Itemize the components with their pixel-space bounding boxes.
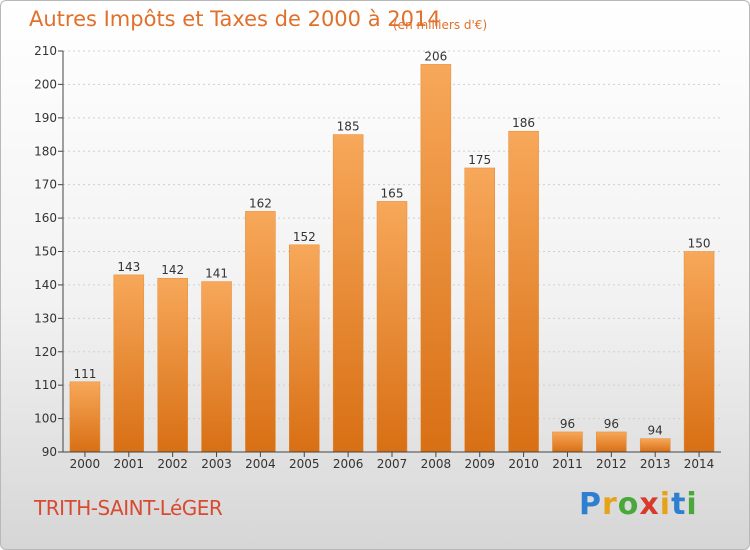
x-tick-label: 2012	[596, 457, 627, 471]
bar	[289, 244, 320, 453]
bar	[683, 251, 715, 453]
data-label: 165	[381, 186, 404, 200]
data-label: 96	[604, 417, 619, 431]
x-tick-label: 2010	[508, 457, 539, 471]
x-tick-label: 2000	[70, 457, 101, 471]
x-tick-label: 2004	[245, 457, 276, 471]
logo-letter: x	[639, 487, 660, 522]
bar	[113, 274, 145, 453]
x-tick-label: 2006	[333, 457, 364, 471]
bar	[245, 211, 276, 453]
x-tick-label: 2007	[377, 457, 408, 471]
bar	[332, 134, 364, 453]
logo-letter: P	[579, 487, 602, 522]
logo-letter: t	[671, 487, 687, 522]
logo-letter: o	[617, 487, 640, 522]
data-label: 143	[117, 260, 140, 274]
y-tick-label: 180	[34, 144, 57, 158]
y-tick-label: 130	[34, 311, 57, 325]
bar	[376, 201, 408, 453]
bar	[552, 431, 583, 453]
x-tick-label: 2014	[684, 457, 715, 471]
bar	[596, 431, 627, 453]
data-label: 186	[512, 116, 535, 130]
bar	[157, 277, 188, 453]
data-label: 175	[468, 153, 491, 167]
bars	[69, 64, 715, 453]
y-tick-label: 190	[34, 111, 57, 125]
x-tick-label: 2001	[114, 457, 145, 471]
y-tick-label: 200	[34, 77, 57, 91]
axes	[58, 50, 721, 457]
data-label: 94	[648, 424, 663, 438]
x-tick-label: 2005	[289, 457, 320, 471]
y-tick-label: 150	[34, 245, 57, 259]
data-label: 162	[249, 196, 272, 210]
data-label: 185	[337, 120, 360, 134]
y-tick-label: 210	[34, 44, 57, 58]
bar	[639, 438, 671, 453]
y-tick-label: 170	[34, 178, 57, 192]
y-tick-label: 120	[34, 345, 57, 359]
data-label: 150	[688, 237, 711, 251]
data-label: 152	[293, 230, 316, 244]
data-label: 96	[560, 417, 575, 431]
logo-letter: r	[602, 487, 618, 522]
bar	[69, 381, 101, 453]
city-name: TRITH-SAINT-LéGER	[34, 496, 223, 520]
data-label: 206	[424, 49, 447, 63]
logo-letter: i	[686, 487, 698, 522]
bar	[420, 64, 452, 453]
data-label: 111	[73, 367, 96, 381]
bar	[464, 167, 495, 453]
data-label: 142	[161, 263, 184, 277]
x-tick-label: 2011	[552, 457, 583, 471]
x-tick-label: 2008	[421, 457, 452, 471]
y-tick-label: 110	[34, 378, 57, 392]
y-tick-label: 100	[34, 412, 57, 426]
labels: 90 100 110 120 130 140 150 160 170 180 190 200 210 11…	[34, 44, 714, 471]
logo-letter: i	[659, 487, 672, 522]
bar	[201, 281, 232, 453]
chart-title: Autres Impôts et Taxes de 2000 à 2014	[29, 7, 441, 31]
x-tick-label: 2002	[157, 457, 188, 471]
x-tick-label: 2013	[640, 457, 671, 471]
x-tick-label: 2009	[464, 457, 495, 471]
y-tick-label: 140	[34, 278, 57, 292]
bar	[508, 130, 539, 453]
y-tick-label: 160	[34, 211, 57, 225]
data-label: 141	[205, 267, 228, 281]
proxiti-logo: Proxiti	[579, 487, 698, 522]
x-tick-label: 2003	[201, 457, 232, 471]
y-tick-label: 90	[42, 445, 57, 459]
chart-subtitle: (en milliers d'€)	[393, 18, 488, 32]
